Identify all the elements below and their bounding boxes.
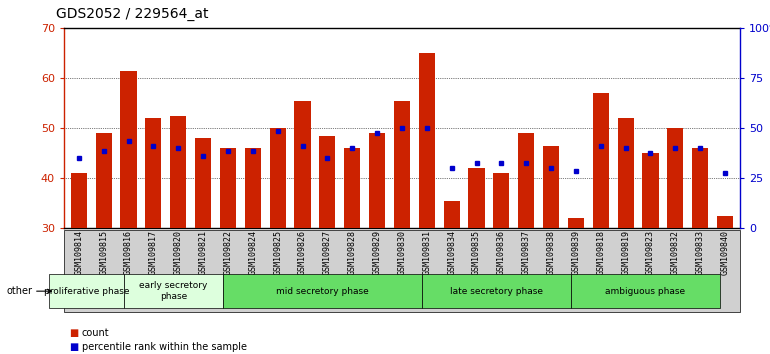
Text: early secretory
phase: early secretory phase <box>139 281 207 301</box>
Bar <box>494 173 510 228</box>
Text: GDS2052 / 229564_at: GDS2052 / 229564_at <box>56 7 209 21</box>
Text: count: count <box>82 328 109 338</box>
Bar <box>419 53 435 228</box>
Text: ■: ■ <box>69 328 79 338</box>
Bar <box>294 101 310 228</box>
Bar <box>270 128 286 228</box>
Text: percentile rank within the sample: percentile rank within the sample <box>82 342 246 352</box>
Bar <box>95 133 112 228</box>
Bar <box>394 101 410 228</box>
Bar <box>71 173 87 228</box>
Bar <box>369 133 385 228</box>
Bar <box>320 136 336 228</box>
Bar <box>245 148 261 228</box>
Bar <box>344 148 360 228</box>
Bar <box>468 169 484 228</box>
Bar <box>642 153 658 228</box>
Bar <box>146 118 162 228</box>
Bar <box>567 218 584 228</box>
Bar <box>618 118 634 228</box>
Bar <box>593 93 609 228</box>
Text: ambiguous phase: ambiguous phase <box>605 287 685 296</box>
Text: ■: ■ <box>69 342 79 352</box>
Bar <box>220 148 236 228</box>
Text: late secretory phase: late secretory phase <box>450 287 543 296</box>
Bar <box>518 133 534 228</box>
Bar <box>120 71 136 228</box>
Bar <box>195 138 211 228</box>
Text: other: other <box>6 286 32 296</box>
Bar <box>668 128 684 228</box>
Bar <box>444 201 460 228</box>
Bar <box>717 216 733 228</box>
Bar <box>692 148 708 228</box>
Text: proliferative phase: proliferative phase <box>44 287 129 296</box>
Text: mid secretory phase: mid secretory phase <box>276 287 369 296</box>
Bar <box>170 116 186 228</box>
Bar <box>543 146 559 228</box>
